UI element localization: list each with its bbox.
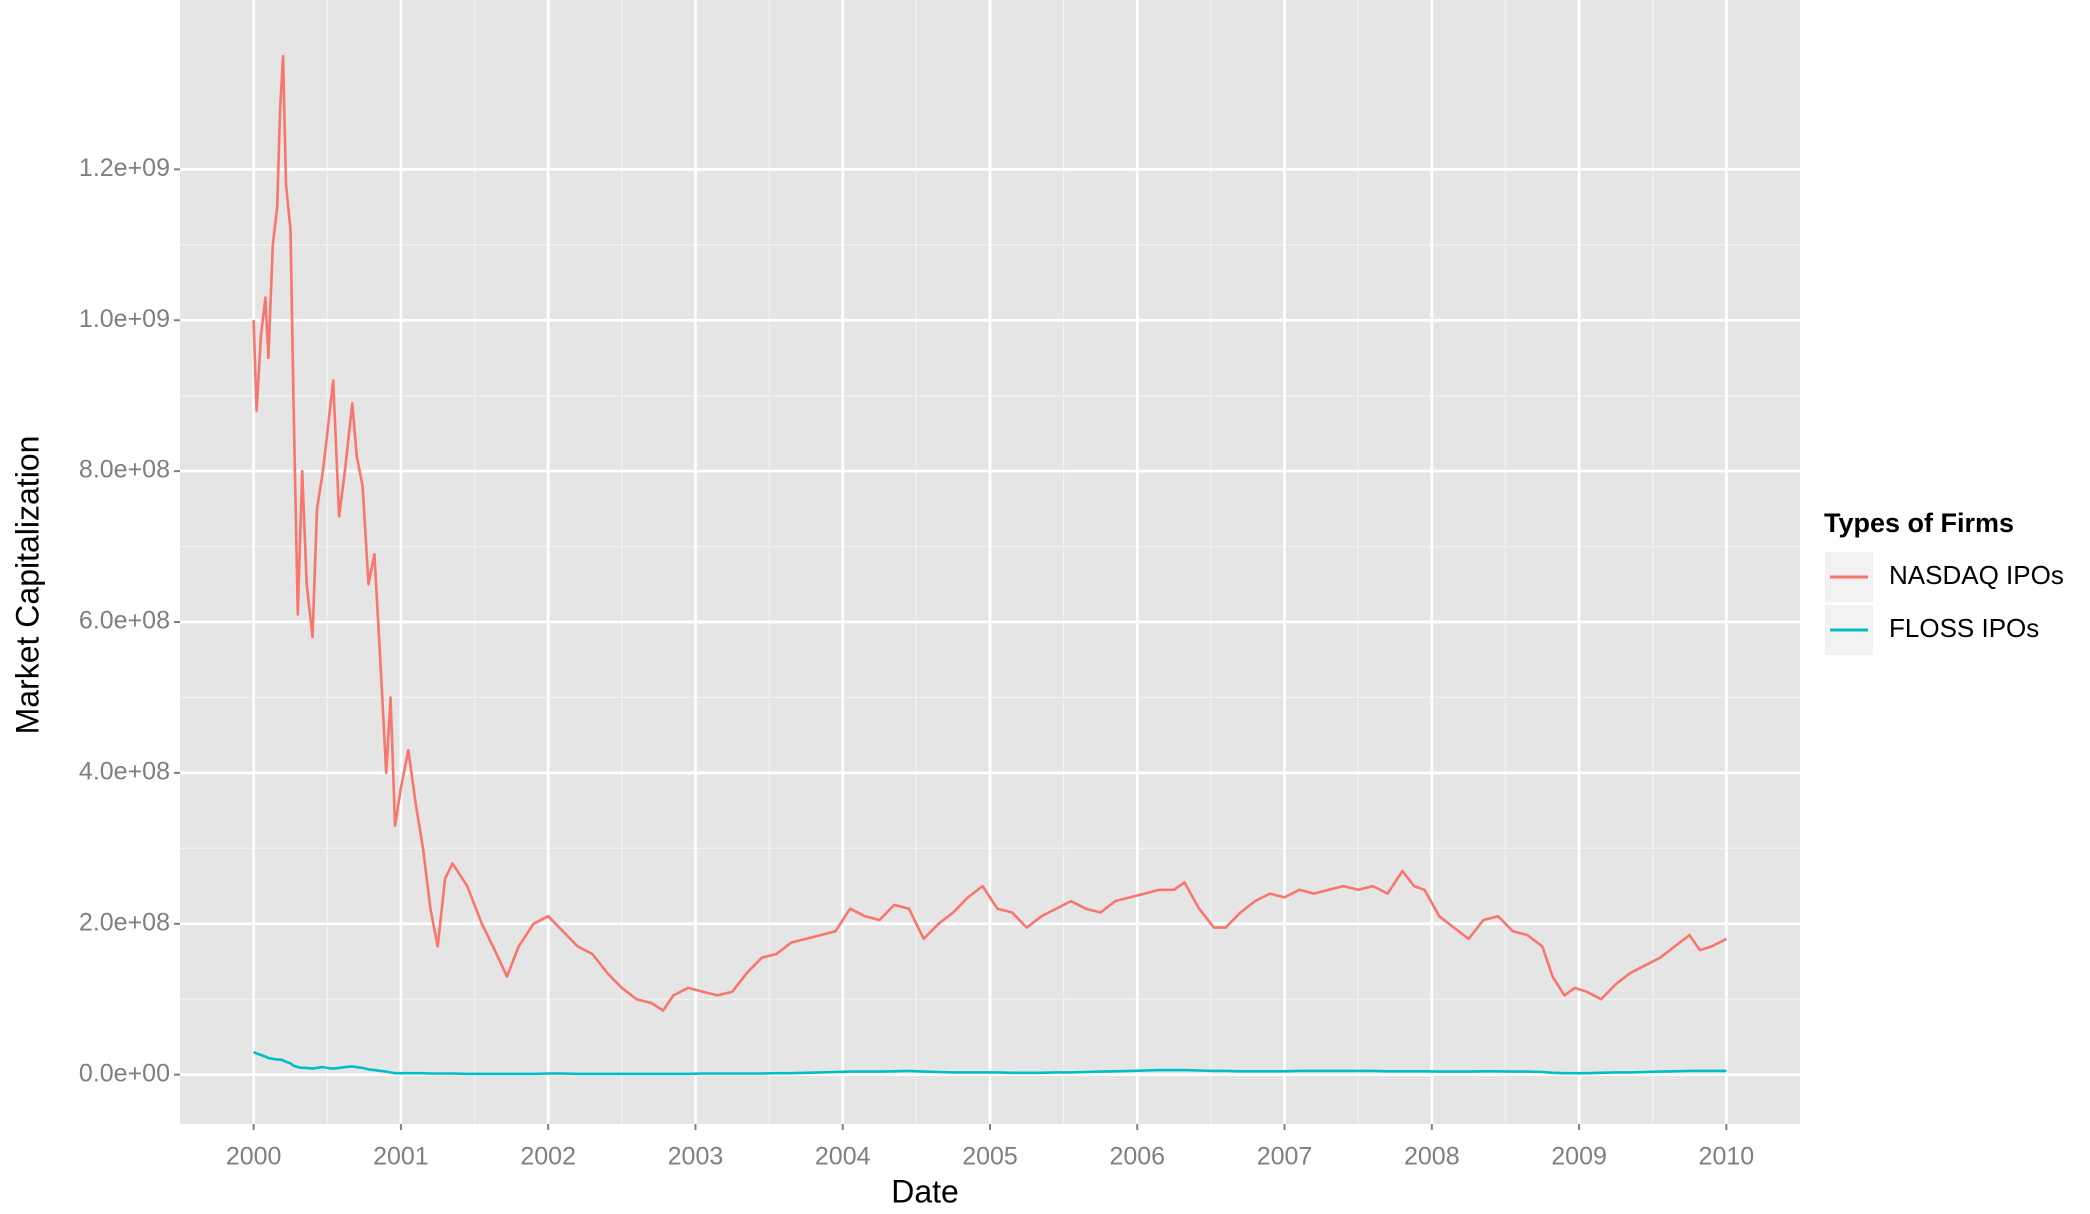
legend-label: NASDAQ IPOs <box>1889 560 2064 590</box>
x-tick-label: 2005 <box>962 1143 1018 1171</box>
x-tick-label: 2001 <box>373 1143 429 1171</box>
y-tick-label: 4.0e+08 <box>79 758 170 786</box>
x-axis-title: Date <box>891 1173 959 1209</box>
legend-title: Types of Firms <box>1824 508 2014 538</box>
legend-label: FLOSS IPOs <box>1889 613 2039 643</box>
x-tick-label: 2010 <box>1699 1143 1755 1171</box>
line <box>252 54 1727 1012</box>
y-tick-label: 2.0e+08 <box>79 908 170 936</box>
y-tick-label: 1.0e+09 <box>79 305 170 333</box>
x-tick-label: 2004 <box>815 1143 871 1171</box>
y-tick-label: 8.0e+08 <box>79 456 170 484</box>
x-tick-label: 2000 <box>226 1143 282 1171</box>
x-tick-label: 2002 <box>520 1143 576 1171</box>
y-tick-label: 1.2e+09 <box>79 154 170 182</box>
y-tick-label: 0.0e+00 <box>79 1059 170 1087</box>
x-tick-label: 2009 <box>1551 1143 1607 1171</box>
y-axis-title: Market Capitalization <box>9 436 45 735</box>
line <box>253 1050 1727 1076</box>
x-tick-label: 2006 <box>1109 1143 1165 1171</box>
y-tick-label: 6.0e+08 <box>79 607 170 635</box>
x-tick-label: 2003 <box>668 1143 724 1171</box>
x-tick-label: 2007 <box>1257 1143 1313 1171</box>
x-tick-label: 2008 <box>1404 1143 1460 1171</box>
